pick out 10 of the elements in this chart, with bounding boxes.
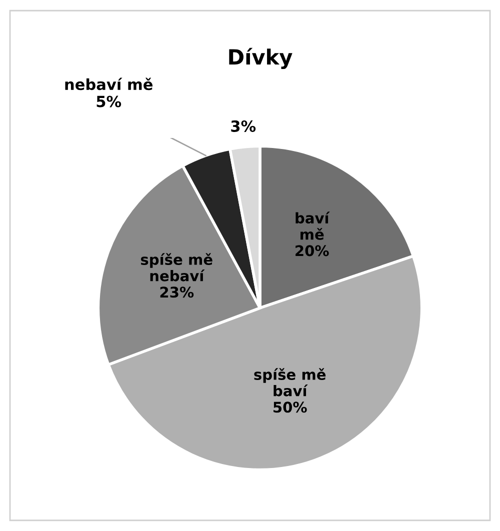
slice-label: baví mě — [296, 212, 330, 240]
slice-label: spíše mě nebaví — [140, 253, 212, 282]
chart-title: Dívky — [229, 48, 292, 69]
data-label: 23% — [160, 286, 194, 298]
slice-label: spíše mě baví — [254, 368, 326, 396]
data-label: 3% — [231, 120, 256, 132]
data-label: 5% — [96, 96, 122, 108]
data-label: 20% — [296, 245, 329, 256]
slice-label: nebaví mě — [65, 78, 153, 90]
data-label: 50% — [274, 402, 307, 413]
